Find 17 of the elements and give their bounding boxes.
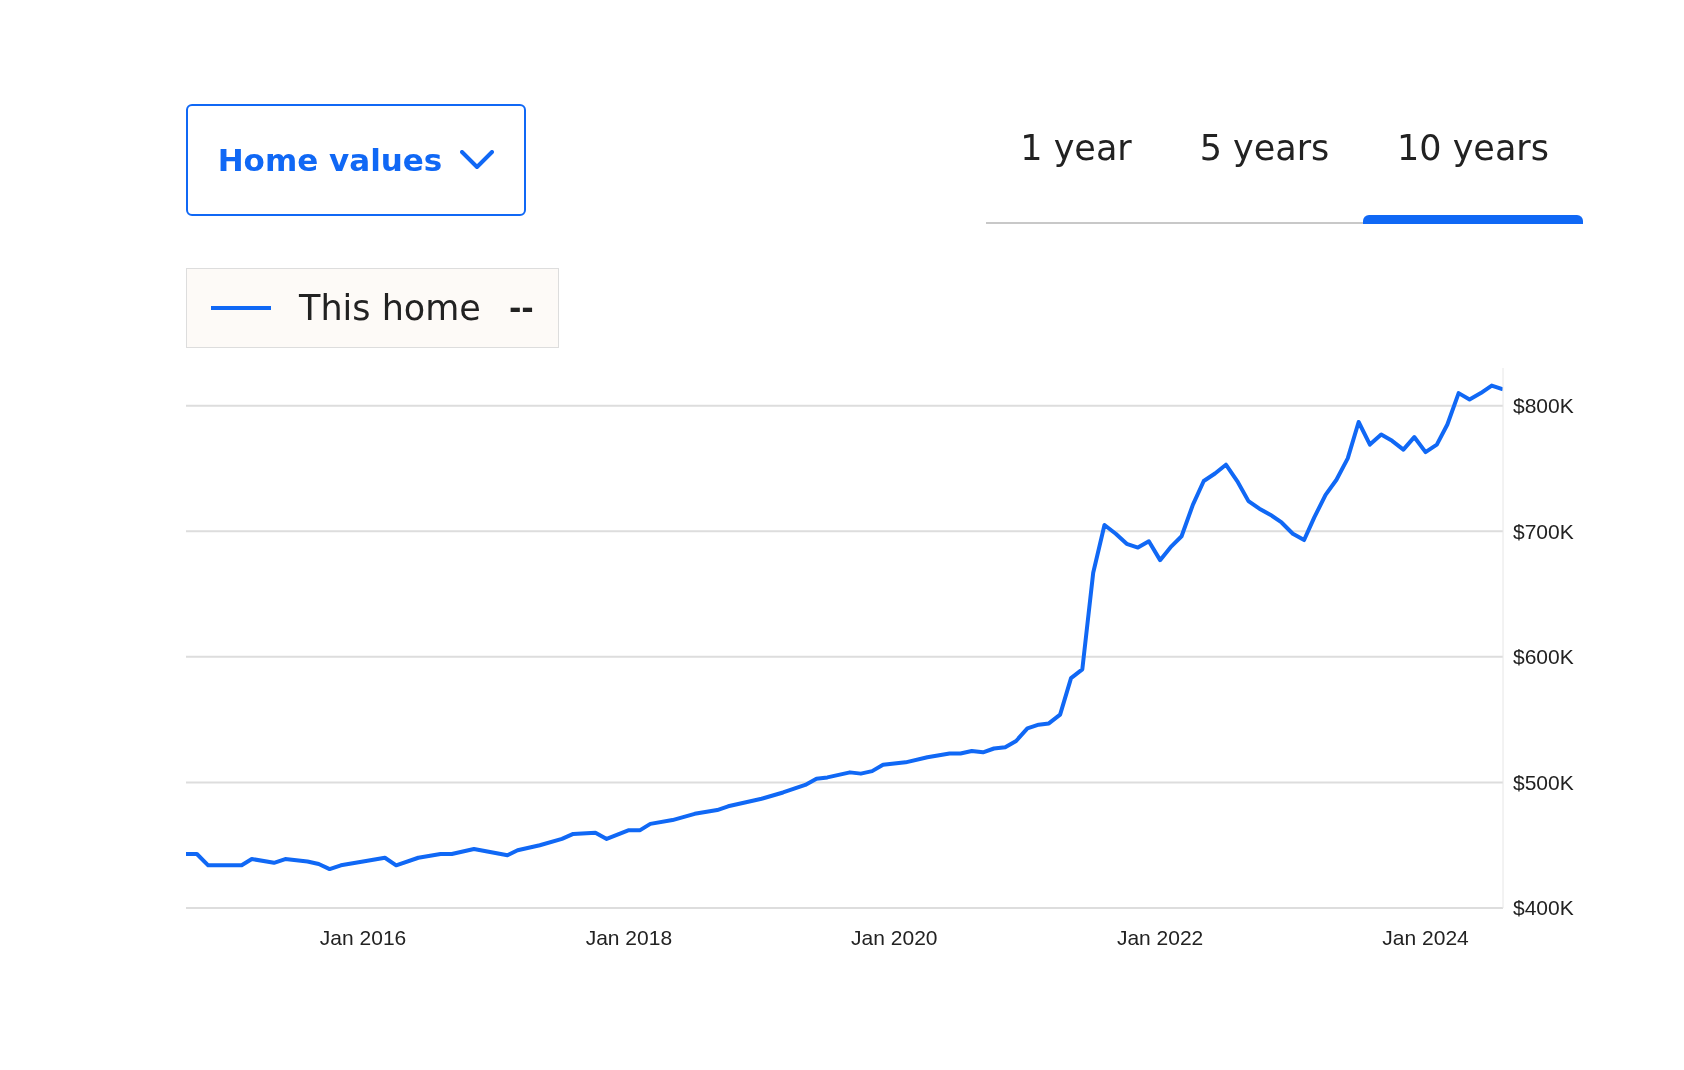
x-tick-label: Jan 2020 — [851, 925, 938, 949]
y-tick-label: $600K — [1513, 645, 1574, 669]
chart-title: Home values — [217, 142, 443, 178]
text: 5 years — [1199, 128, 1330, 168]
y-tick-label: $800K — [1513, 394, 1574, 418]
text: 1 year — [1020, 128, 1132, 168]
y-tick-label: $400K — [1513, 896, 1574, 920]
text: -- — [508, 290, 534, 326]
y-tick-label: $500K — [1513, 770, 1574, 794]
y-tick-label: $700K — [1513, 519, 1574, 543]
line-series — [186, 383, 1503, 872]
x-tick-label: Jan 2016 — [319, 925, 407, 949]
x-tick-label: Jan 2018 — [585, 925, 673, 949]
x-tick-label: Jan 2024 — [1382, 925, 1470, 949]
legend-label: This home — [299, 288, 481, 328]
text: 10 years — [1397, 128, 1549, 168]
x-tick-label: Jan 2022 — [1116, 925, 1204, 949]
